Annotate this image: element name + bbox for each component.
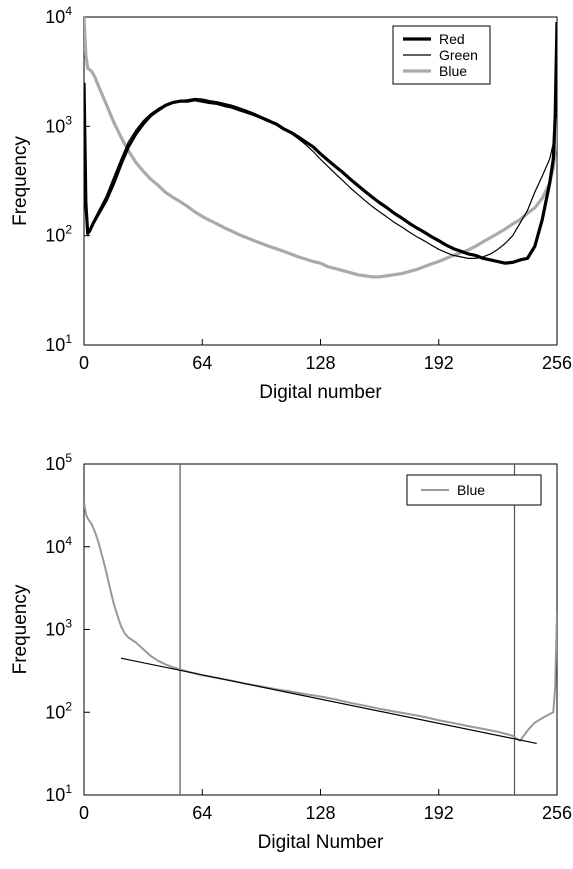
- series-line-green: [84, 27, 557, 259]
- legend-label-green: Green: [439, 47, 478, 63]
- y-tick-label: 104: [45, 4, 72, 27]
- x-tick-label: 0: [79, 803, 89, 823]
- x-tick-label: 128: [305, 803, 335, 823]
- y-tick-label: 101: [45, 332, 72, 355]
- x-tick-label: 64: [192, 803, 212, 823]
- series-line-blue: [84, 17, 557, 279]
- chart-top-rgb-histogram: 0 64 128 192 256 101 102 103 104 Digital number Fr…: [10, 4, 572, 403]
- series-line-red: [84, 21, 557, 265]
- x-axis-label: Digital number: [259, 382, 382, 403]
- legend-label-blue: Blue: [439, 63, 467, 79]
- x-tick-label: 192: [424, 803, 454, 823]
- legend-label-red: Red: [439, 31, 465, 47]
- x-tick-label: 192: [424, 353, 454, 373]
- y-tick-label: 102: [45, 223, 72, 246]
- x-tick-label: 256: [542, 353, 572, 373]
- trend-fit-line: [120, 657, 537, 745]
- plot-area: [84, 464, 557, 795]
- x-tick-label: 256: [542, 803, 572, 823]
- y-tick-label: 104: [45, 534, 72, 557]
- chart-bottom-blue-histogram: 0 64 128 192 256 101 102 103 104 105 Digital Numbe…: [10, 451, 572, 853]
- plot-area: [84, 17, 557, 279]
- y-tick-label: 105: [45, 451, 72, 474]
- plot-frame: [83, 463, 558, 796]
- y-tick-label: 101: [45, 782, 72, 805]
- x-tick-label: 128: [305, 353, 335, 373]
- x-tick-label: 0: [79, 353, 89, 373]
- y-axis-label: Frequency: [10, 584, 31, 674]
- legend: Blue: [406, 474, 542, 506]
- y-tick-label: 102: [45, 699, 72, 722]
- series-line-blue: [84, 501, 557, 742]
- legend-label-blue: Blue: [457, 482, 485, 498]
- y-tick-label: 103: [45, 113, 72, 136]
- x-tick-label: 64: [192, 353, 212, 373]
- x-axis-label: Digital Number: [258, 832, 384, 853]
- y-tick-label: 103: [45, 617, 72, 640]
- y-axis-label: Frequency: [10, 136, 31, 226]
